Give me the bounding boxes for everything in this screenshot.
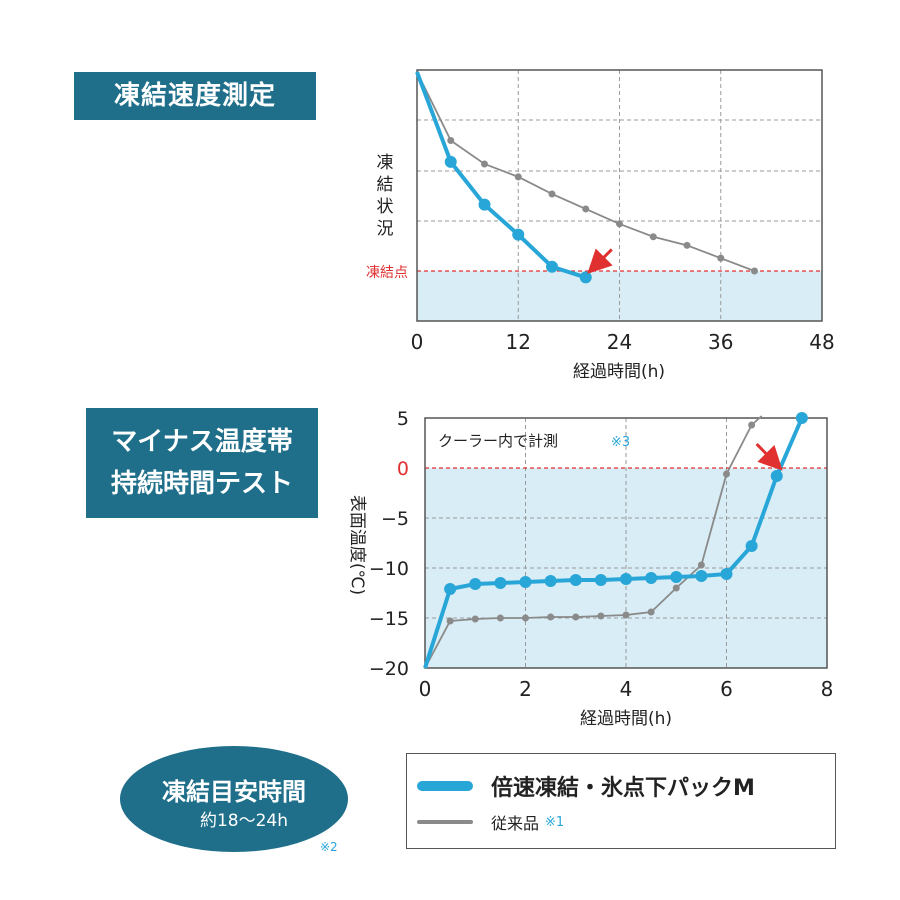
x-tick-label: 8 [821, 677, 834, 701]
y-axis-label: 表面温度(℃) [347, 495, 367, 595]
point-pack [745, 540, 758, 552]
point-conventional [446, 617, 454, 625]
point-pack [569, 574, 582, 586]
y-tick-label: −15 [369, 608, 409, 630]
point-conventional [647, 608, 655, 616]
point-conventional [683, 241, 691, 249]
point-conventional [622, 611, 630, 619]
point-conventional [748, 421, 756, 429]
estimate-footnote: ※2 [320, 840, 338, 854]
freeze-estimate-title: 凍結目安時間 [162, 778, 306, 806]
legend-item-pack: 倍速凍結・氷点下パックM [407, 770, 755, 802]
y-axis-label-char: 状 [377, 197, 394, 217]
point-pack [469, 578, 482, 590]
point-pack [594, 574, 607, 586]
point-pack [695, 570, 708, 582]
point-conventional [723, 470, 730, 478]
point-conventional [717, 254, 725, 262]
x-tick-label: 24 [607, 330, 632, 354]
x-tick-label: 48 [809, 330, 834, 354]
point-pack [546, 260, 558, 273]
point-conventional [522, 614, 529, 622]
legend: 倍速凍結・氷点下パックM 従来品 ※1 [406, 753, 836, 849]
zero-cross-arrow [755, 442, 783, 471]
x-tick-label: 6 [720, 677, 733, 701]
y-tick-label: −5 [381, 508, 409, 530]
measurement-note: クーラー内で計測 [438, 432, 558, 450]
freeze-speed-title: 凍結速度測定 [74, 72, 316, 120]
point-conventional [447, 136, 455, 144]
minus-duration-title-line1: マイナス温度帯 [111, 427, 293, 457]
point-conventional [751, 267, 758, 275]
freeze-estimate-badge: 凍結目安時間 約18〜24h [120, 746, 348, 852]
x-tick-label: 0 [419, 677, 432, 701]
minus-duration-title-line2: 持続時間テスト [110, 469, 293, 499]
point-conventional [697, 561, 705, 569]
y-tick-label: 0 [397, 458, 409, 480]
point-conventional [496, 614, 504, 622]
series-line-pack [415, 71, 587, 280]
legend-label-pack: 倍速凍結・氷点下パックM [491, 776, 755, 801]
x-tick-label: 12 [506, 330, 531, 354]
point-pack [512, 228, 525, 241]
point-pack [795, 412, 808, 424]
series-line-pack [423, 417, 804, 669]
legend-item-conventional: 従来品 ※1 [407, 810, 564, 834]
y-axis-label-char: 凍 [377, 153, 394, 173]
plot-frame [424, 417, 828, 669]
point-pack [519, 576, 532, 588]
y-tick-label: −20 [369, 658, 409, 680]
x-tick-label: 0 [411, 330, 424, 354]
point-pack [444, 155, 457, 168]
point-conventional [481, 160, 488, 168]
y-tick-label: −10 [369, 558, 409, 580]
point-conventional [514, 173, 522, 181]
legend-label-conventional: 従来品 [491, 814, 540, 833]
y-tick-label: 5 [397, 408, 409, 430]
point-conventional [582, 205, 590, 213]
measurement-footnote: ※3 [611, 435, 630, 450]
freeze-estimate-value: 約18〜24h [199, 811, 289, 831]
x-tick-label: 2 [519, 677, 532, 701]
y-axis-label-char: 結 [377, 175, 394, 195]
x-axis-label: 経過時間(h) [573, 362, 665, 382]
point-conventional [547, 613, 555, 621]
point-conventional [597, 612, 605, 620]
x-axis-label: 経過時間(h) [580, 709, 672, 729]
point-conventional [471, 615, 479, 623]
point-conventional [649, 233, 657, 241]
point-pack [770, 470, 783, 482]
x-tick-label: 36 [708, 330, 733, 354]
plot-frame [416, 69, 823, 322]
point-pack [720, 568, 733, 580]
point-conventional [616, 220, 623, 228]
point-pack [478, 198, 491, 211]
point-conventional [572, 613, 580, 621]
point-pack [620, 573, 632, 585]
legend-swatch-pack [417, 781, 473, 791]
point-conventional [548, 190, 556, 198]
freeze-point-label: 凍結点 [366, 265, 408, 281]
point-pack [645, 572, 658, 584]
legend-swatch-conventional [417, 820, 473, 824]
freeze-arrow [587, 248, 613, 274]
temperature-duration-chart: 0 2 4 6 8 5 0 −5 −10 −15 −20 経過時間(h) 表面温度(℃) クーラー内で計測… [347, 408, 833, 729]
point-pack [544, 575, 557, 587]
legend-footnote: ※1 [545, 814, 565, 830]
y-axis-label-char: 況 [377, 219, 394, 239]
x-tick-label: 4 [620, 677, 633, 701]
point-pack [670, 571, 683, 583]
minus-duration-title: マイナス温度帯 持続時間テスト [86, 408, 318, 518]
point-pack [444, 583, 457, 595]
point-conventional [672, 584, 680, 592]
point-pack [494, 577, 507, 589]
point-pack [579, 271, 592, 284]
